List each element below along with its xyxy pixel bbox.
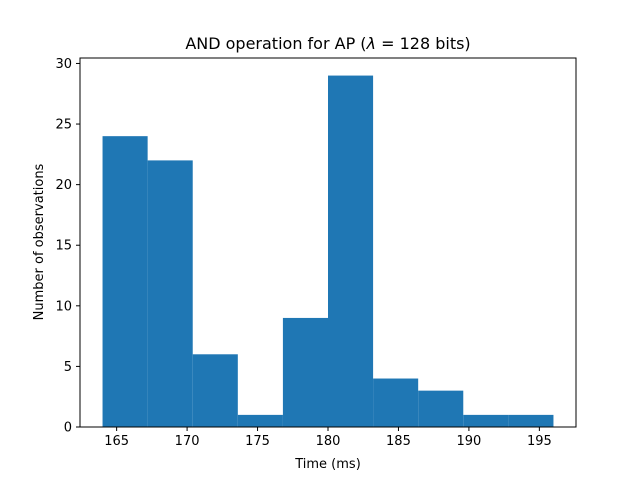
histogram-bar — [192, 354, 238, 427]
histogram-bar — [373, 378, 419, 427]
bars-group — [102, 75, 554, 428]
y-axis-ticks: 0 5 10 15 20 25 30 — [55, 57, 80, 436]
x-tick-label: 165 — [104, 434, 129, 449]
y-tick-label: 20 — [55, 178, 72, 193]
histogram-bar — [418, 390, 464, 427]
y-tick-label: 0 — [64, 421, 72, 436]
x-tick-label: 175 — [245, 434, 270, 449]
x-tick-label: 180 — [316, 434, 341, 449]
histogram-bar — [102, 136, 148, 427]
plot-frame — [79, 57, 577, 428]
y-tick-label: 5 — [64, 360, 72, 375]
y-tick-label: 30 — [55, 57, 72, 72]
y-tick-label: 10 — [55, 299, 72, 314]
y-tick-label: 25 — [55, 118, 72, 133]
histogram-bar — [237, 414, 283, 427]
y-axis-label: Number of observations — [32, 163, 47, 320]
x-tick-label: 195 — [527, 434, 552, 449]
histogram-bar — [328, 75, 374, 428]
x-axis-label: Time (ms) — [294, 457, 361, 472]
x-tick-label: 190 — [456, 434, 481, 449]
histogram-bar — [463, 414, 509, 427]
histogram-bar — [147, 160, 193, 427]
histogram-bar — [508, 414, 554, 427]
x-tick-label: 185 — [386, 434, 411, 449]
y-tick-label: 15 — [55, 239, 72, 254]
histogram-bar — [282, 317, 328, 427]
x-axis-ticks: 165 170 175 180 185 190 195 — [104, 427, 552, 449]
chart-title: AND operation for AP (λ = 128 bits) — [185, 34, 470, 53]
x-tick-label: 170 — [175, 434, 200, 449]
